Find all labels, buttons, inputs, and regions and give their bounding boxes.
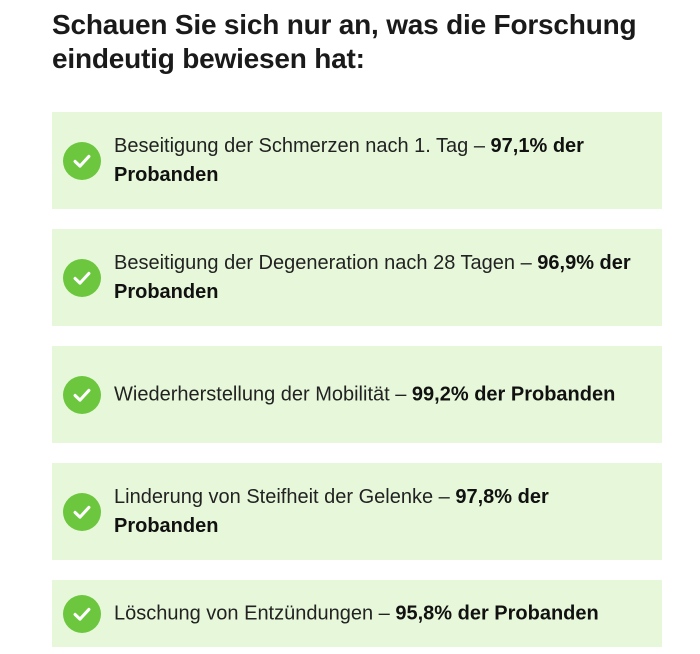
list-item-label: Linderung von Steifheit der Gelenke – [114, 485, 456, 508]
list-item: Beseitigung der Degeneration nach 28 Tag… [52, 229, 662, 326]
list-item-stat: 99,2% der Probanden [411, 383, 616, 405]
list-item-label: Beseitigung der Degeneration nach 28 Tag… [114, 251, 538, 274]
list-item-label: Löschung von Entzündungen – [114, 602, 396, 624]
list-item-text: Wiederherstellung der Mobilität – 99,2% … [114, 380, 646, 409]
list-item: Beseitigung der Schmerzen nach 1. Tag – … [52, 112, 662, 209]
list-item-text: Linderung von Steifheit der Gelenke – 97… [114, 483, 646, 541]
list-item: Linderung von Steifheit der Gelenke – 97… [52, 463, 662, 560]
list-item-stat: 97,1% der Probanden [114, 134, 584, 186]
checkmark-circle-icon [63, 594, 101, 633]
list-item-text: Löschung von Entzündungen – 95,8% der Pr… [114, 599, 646, 628]
list-item: Wiederherstellung der Mobilität – 99,2% … [52, 346, 662, 443]
checkmark-circle-icon [63, 492, 101, 531]
list-item-stat: 97,8% der Probanden [114, 485, 549, 537]
checkmark-circle-icon [63, 141, 101, 180]
page-heading: Schauen Sie sich nur an, was die Forschu… [52, 9, 637, 74]
checkmark-circle-icon [63, 258, 101, 297]
checkmark-circle-icon [63, 375, 101, 414]
list-item-text: Beseitigung der Degeneration nach 28 Tag… [114, 249, 646, 307]
list-item-stat: 95,8% der Probanden [395, 602, 599, 624]
results-list: Beseitigung der Schmerzen nach 1. Tag – … [52, 112, 662, 647]
list-item-label: Beseitigung der Schmerzen nach 1. Tag – [114, 134, 491, 157]
list-item-label: Wiederherstellung der Mobilität – [114, 383, 412, 405]
list-item-stat: 96,9% der Probanden [114, 251, 631, 303]
list-item: Löschung von Entzündungen – 95,8% der Pr… [52, 580, 662, 647]
list-item-text: Beseitigung der Schmerzen nach 1. Tag – … [114, 132, 646, 190]
